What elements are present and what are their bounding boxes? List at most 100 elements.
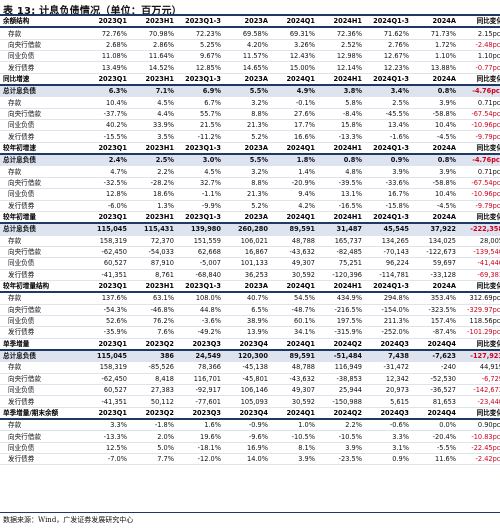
value-cell: -0.1% [270,96,317,109]
value-cell: 12,342 [364,373,411,386]
yoy-change-cell: -2.42pct [458,453,500,466]
column-header: 2024Q2 [317,338,364,351]
yoy-change-cell: -10.96pct [458,119,500,132]
value-cell: -13.3% [317,130,364,143]
value-cell: 115,045 [82,223,129,236]
column-header: 2023Q1 [82,73,129,87]
value-cell: 0.8% [317,154,364,167]
value-cell: 3.2% [223,165,270,178]
value-cell: 10.4% [82,96,129,109]
table-row: 总计息负债 115,045 386 24,549 120,300 89,591 -51,48… [0,349,500,363]
value-cell: 1.72% [411,39,458,52]
value-cell: 60.1% [270,315,317,328]
section-header-row: 单季增量/期末余额 2023Q1 2023Q2 2023Q3 2023Q4 2024Q1 2… [0,407,500,421]
column-header: 2024H1 [317,211,364,225]
value-cell: 115,431 [129,223,176,236]
value-cell: 139,980 [176,223,223,236]
yoy-change-cell: -67.54pct [458,177,500,190]
source-note: 数据来源：Wind，广发证券发展研究中心 [3,516,134,524]
value-cell: 5.0% [129,442,176,455]
value-cell: 4.5% [129,96,176,109]
yoy-change-cell: 0.71pct [458,165,500,178]
value-cell: 116,949 [317,361,364,374]
value-cell: -6.0% [82,200,129,212]
table-row: 向央行借款 -13.3% 2.0% 19.6% -9.6% -10.5% -10.5% 3.3… [0,430,500,443]
value-cell: 8,418 [129,373,176,386]
value-cell: 12.98% [317,50,364,63]
value-cell: 5.5% [223,85,270,98]
table-row: 向央行借款 2.68% 2.86% 5.25% 4.20% 3.26% 2.52% 2.76%… [0,39,500,52]
value-cell: 12.67% [364,50,411,63]
value-cell: 12.23% [364,61,411,74]
value-cell: -9.9% [176,200,223,212]
value-cell: -41,351 [82,269,129,281]
yoy-change-cell: -67.54pct [458,108,500,121]
section-header-row: 较年初增量 2023Q1 2023H1 2023Q1-3 2023A 2024Q1 2024… [0,211,500,225]
table-row: 发行债券 -41,351 8,761 -68,840 36,253 30,592 -120,… [0,269,500,281]
value-cell: -70,143 [364,246,411,259]
column-header: 2024Q4 [411,338,458,351]
yoy-change-cell: -10.96pct [458,188,500,201]
value-cell: 12.8% [82,188,129,201]
yoy-change-cell: 44,919 [458,361,500,374]
value-cell: 19.6% [176,430,223,443]
value-cell: -7.0% [82,453,129,466]
value-cell: 106,146 [223,384,270,397]
value-cell: 25,944 [317,384,364,397]
value-cell: -120,396 [317,269,364,281]
value-cell: 50,112 [129,395,176,408]
table-row: 存款 158,319 -85,526 78,366 -45,138 48,788 116,9… [0,361,500,374]
value-cell: -16.5% [317,200,364,212]
value-cell: -154.0% [364,304,411,316]
row-label: 发行债券 [0,200,82,212]
value-cell: 14.65% [223,61,270,74]
row-label: 存款 [0,419,82,432]
value-cell: 38.9% [223,315,270,328]
column-header: 2023Q1-3 [176,280,223,294]
value-cell: 3.5% [129,130,176,143]
column-header: 2023Q1 [82,338,129,351]
yoy-change-cell: -139,540 [458,246,500,259]
yoy-change-cell: -127,923 [458,349,500,363]
table-title: 表 13: 计息负债情况（单位：百万元） [3,6,182,17]
yoy-change-cell: -4.76pct [458,154,500,167]
yoy-change-cell: 2.15pct [458,27,500,40]
table-row: 发行债券 13.49% 14.52% 12.85% 14.65% 15.00% 12.14%… [0,61,500,74]
value-cell: 151,559 [176,235,223,247]
row-label: 向央行借款 [0,373,82,386]
value-cell: 31,487 [317,223,364,236]
table-row: 向央行借款 -32.5% -28.2% 32.7% 8.8% -20.9% -39.5% -3… [0,177,500,190]
value-cell: 96,224 [364,257,411,270]
value-cell: 60,527 [82,257,129,270]
value-cell: 70.98% [129,27,176,40]
value-cell: 11.57% [223,50,270,63]
value-cell: 16.6% [270,130,317,143]
column-header: 2024H1 [317,16,364,29]
table-row: 存款4.7%2.2%4.5%3.2%1.4%4.8%3.9%3.9%0.71pc… [0,165,500,178]
section-title: 余额结构 [0,16,82,29]
value-cell: 2.76% [364,39,411,52]
value-cell: -1.1% [176,188,223,201]
value-cell: 7.7% [129,453,176,466]
value-cell: 3.2% [223,96,270,109]
value-cell: -31,472 [364,361,411,374]
value-cell: 4.20% [223,39,270,52]
row-label: 总计息负债 [0,349,82,363]
value-cell: 4.2% [270,200,317,212]
column-header: 2023Q1 [82,280,129,294]
column-header: 同比变化 [458,338,500,351]
value-cell: 16,867 [223,246,270,259]
value-cell: -36,527 [411,384,458,397]
value-cell: 101,133 [223,257,270,270]
value-cell: 49,307 [270,257,317,270]
section-title: 较年初增量结构 [0,280,82,294]
table-row: 向央行借款 -62,450 8,418 116,701 -45,801 -43,632 -3… [0,373,500,386]
value-cell: 2.5% [129,154,176,167]
column-header: 2023Q4 [223,338,270,351]
column-header: 2024A [411,73,458,87]
value-cell: 7,438 [364,349,411,363]
value-cell: -85,526 [129,361,176,374]
column-header: 2024A [411,142,458,156]
value-cell: 3.0% [176,154,223,167]
value-cell: 260,280 [223,223,270,236]
